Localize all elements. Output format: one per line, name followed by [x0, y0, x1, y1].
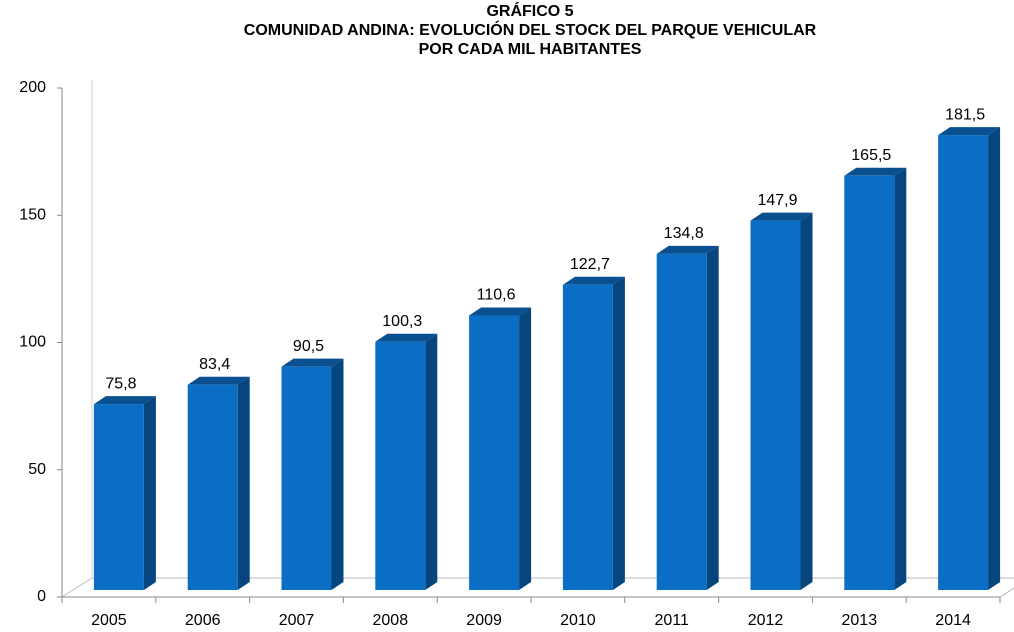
bar: [281, 366, 332, 590]
bar-side: [519, 307, 532, 590]
value-label: 122,7: [570, 256, 610, 273]
bar: [187, 384, 238, 590]
bar-top: [844, 167, 907, 176]
x-tick-label: 2011: [654, 612, 689, 629]
value-label: 75,8: [105, 375, 136, 392]
bar-side: [706, 245, 719, 590]
value-label: 110,6: [477, 287, 516, 304]
x-tick-label: 2014: [935, 612, 971, 629]
bar: [938, 135, 989, 590]
x-tick-label: 2005: [91, 612, 127, 629]
value-label: 134,8: [664, 225, 704, 242]
bar-side: [988, 127, 1001, 591]
bar-side: [331, 358, 344, 590]
value-label: 165,5: [851, 147, 891, 164]
chart-title: GRÁFICO 5: [486, 1, 573, 20]
value-label: 90,5: [293, 338, 324, 355]
y-tick-label: 50: [28, 461, 46, 478]
y-tick-label: 150: [19, 206, 46, 223]
bar: [562, 284, 613, 590]
bar-side: [894, 167, 907, 591]
bar: [375, 341, 426, 590]
bar: [93, 404, 144, 590]
chart-subtitle: POR CADA MIL HABITANTES: [419, 41, 642, 58]
value-label: 181,5: [945, 106, 985, 123]
bar-top: [938, 127, 1001, 136]
y-tick-label: 0: [37, 588, 46, 605]
bar-side: [237, 376, 250, 590]
x-tick-label: 2010: [560, 612, 596, 629]
x-tick-label: 2012: [748, 612, 784, 629]
value-label: 100,3: [382, 313, 422, 330]
bar: [469, 315, 520, 590]
bar-side: [612, 276, 625, 590]
chart-subtitle: COMUNIDAD ANDINA: EVOLUCIÓN DEL STOCK DE…: [244, 20, 817, 39]
bar: [750, 220, 801, 591]
x-tick-label: 2013: [842, 612, 878, 629]
value-label: 147,9: [757, 192, 797, 209]
bar: [844, 175, 895, 591]
bar-top: [656, 245, 719, 254]
bar-top: [281, 358, 344, 367]
bar-top: [187, 376, 250, 385]
y-tick-label: 100: [19, 334, 46, 351]
bar-side: [143, 396, 156, 590]
x-tick-label: 2006: [185, 612, 221, 629]
bar-side: [425, 333, 438, 590]
y-tick-label: 200: [19, 79, 46, 96]
bar-top: [93, 396, 156, 405]
bar-side: [800, 212, 813, 591]
bar-top: [375, 333, 438, 342]
bar-top: [469, 307, 532, 316]
x-tick-label: 2009: [466, 612, 502, 629]
x-tick-label: 2007: [279, 612, 315, 629]
value-label: 83,4: [199, 356, 230, 373]
x-tick-label: 2008: [373, 612, 409, 629]
bar: [656, 253, 707, 590]
bar-top: [562, 276, 625, 285]
bar-top: [750, 212, 813, 221]
